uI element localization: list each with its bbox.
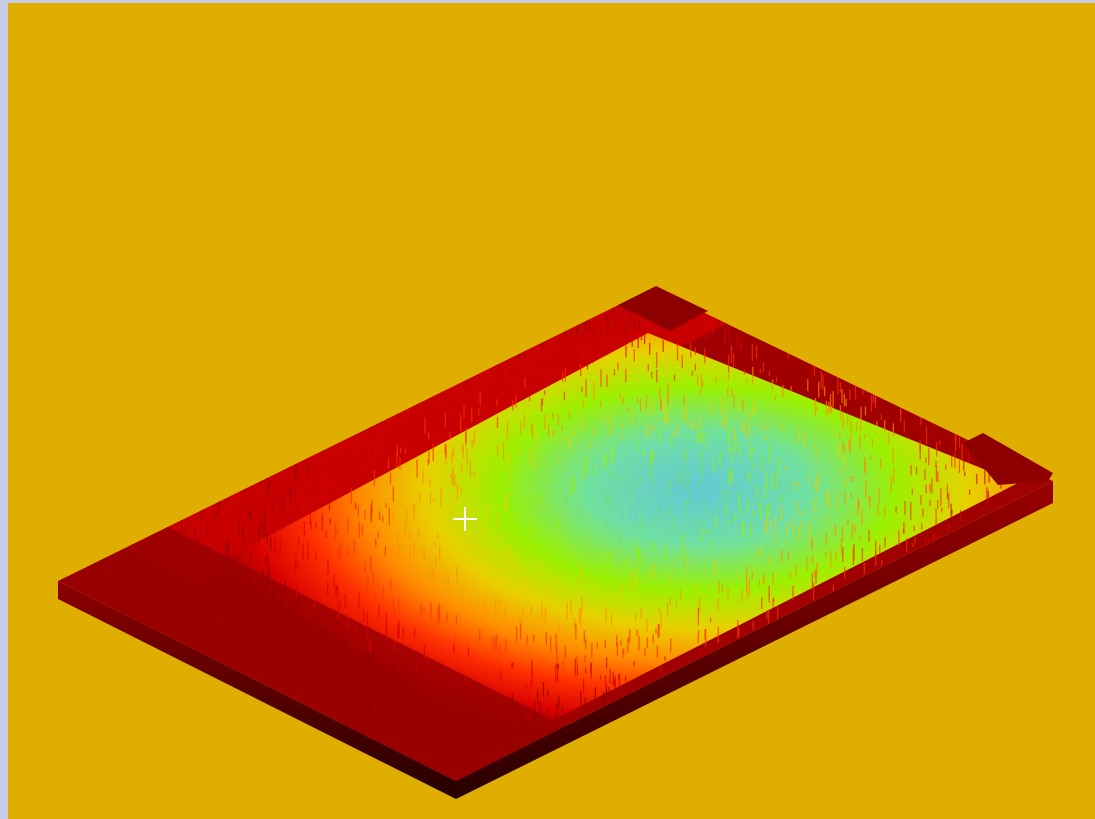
surface-top xyxy=(58,288,1053,781)
slab-right-side xyxy=(456,481,1053,799)
crosshair-icon xyxy=(453,507,477,531)
right-corner-block xyxy=(963,433,1053,485)
slab-front-side xyxy=(58,581,456,799)
render-viewport[interactable] xyxy=(8,3,1095,819)
surface-render[interactable] xyxy=(8,3,1095,819)
back-corner-block xyxy=(618,286,708,331)
surface-spikes xyxy=(62,291,1027,769)
